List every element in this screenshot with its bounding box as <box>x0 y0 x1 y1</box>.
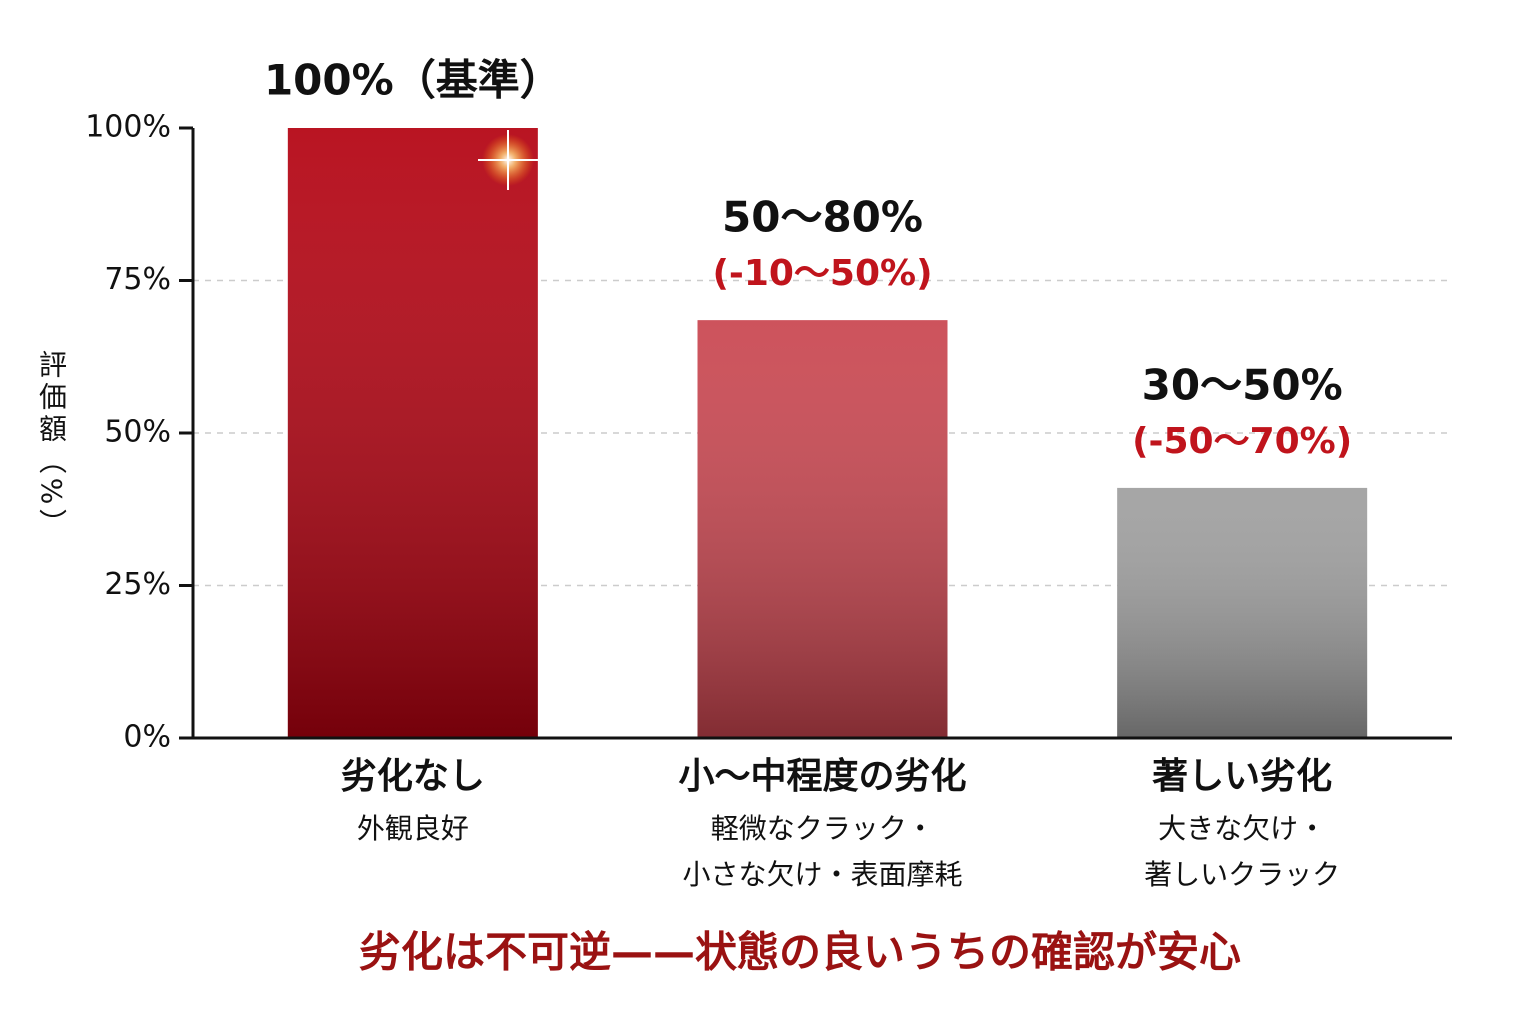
x-sublabel: 大きな欠け・ <box>1158 812 1326 845</box>
value-annotation: (-50〜70%) <box>1132 421 1352 462</box>
value-annotation: 30〜50% <box>1142 360 1343 409</box>
y-axis-label: 評価額（%） <box>35 349 68 540</box>
bar-shade <box>697 320 948 738</box>
value-annotation: 100%（基準） <box>264 56 562 105</box>
bar-shade <box>1117 487 1368 738</box>
sparkle <box>478 130 538 190</box>
value-annotation: (-10〜50%) <box>712 253 932 294</box>
bar-shade <box>287 128 538 738</box>
x-sublabel: 著しいクラック <box>1144 858 1340 891</box>
y-tick-label: 75% <box>104 262 171 297</box>
x-sublabel: 小さな欠け・表面摩耗 <box>682 858 962 891</box>
x-tick-label: 小〜中程度の劣化 <box>678 756 966 797</box>
y-tick-label: 50% <box>104 415 171 450</box>
value-annotation: 50〜80% <box>722 193 923 242</box>
x-tick-label: 劣化なし <box>341 756 485 797</box>
y-tick-label: 25% <box>104 567 171 602</box>
y-tick-label: 0% <box>123 720 171 755</box>
x-sublabel: 外観良好 <box>357 812 469 845</box>
x-tick-label: 著しい劣化 <box>1152 756 1332 797</box>
chart-title: 劣化は不可逆——状態の良いうちの確認が安心 <box>359 928 1241 977</box>
x-sublabel: 軽微なクラック・ <box>711 812 934 845</box>
y-tick-label: 100% <box>85 110 171 145</box>
